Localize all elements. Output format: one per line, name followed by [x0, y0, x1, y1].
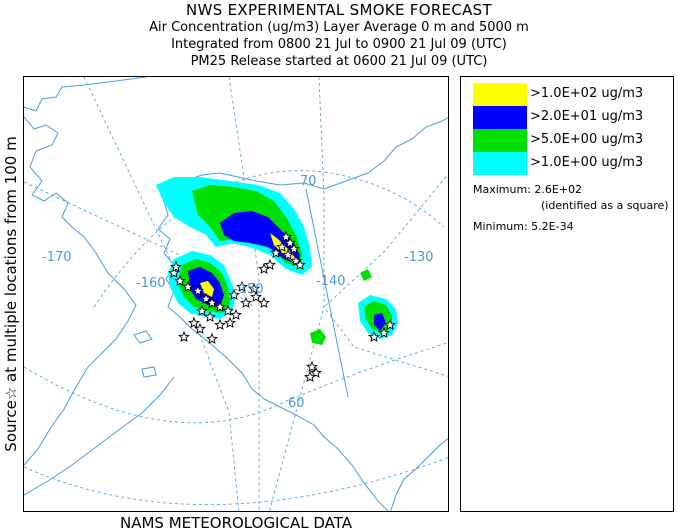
lat-label-70: 70 [300, 174, 317, 189]
subtitle-release: PM25 Release started at 0600 21 Jul 09 (… [190, 54, 488, 69]
source-star-marker [170, 260, 182, 272]
legend-panel: >1.0E+02 ug/m3 >2.0E+01 ug/m3 >5.0E+00 u… [460, 76, 674, 512]
source-star-marker [196, 304, 208, 316]
source-star-marker [306, 360, 318, 372]
source-markers [168, 230, 396, 382]
subtitle-concentration: Air Concentration (ug/m3) Layer Average … [149, 20, 529, 35]
source-star-marker [250, 290, 262, 302]
alaska-canada-border [305, 188, 349, 398]
coast-island-stlawrence [133, 330, 153, 344]
contour-5e0-small-a [310, 329, 326, 345]
source-star-marker [214, 318, 226, 330]
source-star-marker [206, 296, 218, 308]
coast-island-nunivak [141, 366, 157, 378]
source-star-marker [276, 240, 288, 252]
alaska-map: -170 -160 -150 -140 -130 70 60 [24, 77, 448, 511]
maximum-value: Maximum: 2.6E+02 [473, 183, 583, 196]
source-star-marker [182, 280, 194, 292]
source-star-marker [178, 330, 190, 342]
legend-swatch-yellow [473, 83, 527, 106]
coast-canada-arctic [323, 117, 448, 190]
source-star-marker [294, 258, 306, 270]
source-star-marker [188, 316, 200, 328]
source-star-marker [200, 292, 212, 304]
parallel-50 [24, 457, 448, 506]
meridian-minus-160 [83, 77, 240, 511]
lon-label-minus-140: -140 [316, 274, 346, 289]
source-star-marker [282, 248, 294, 260]
legend-swatch-blue [473, 106, 527, 129]
source-star-marker [230, 308, 242, 320]
met-data-label: NAMS METEOROLOGICAL DATA [120, 514, 352, 532]
meridian-minus-130 [323, 173, 448, 308]
legend-swatch-green [473, 129, 527, 152]
subtitle-integration: Integrated from 0800 21 Jul to 0900 21 J… [171, 37, 507, 52]
legend-swatch-cyan [473, 152, 527, 175]
source-star-marker [368, 330, 380, 342]
source-star-marker [192, 284, 204, 296]
source-star-marker [384, 318, 396, 330]
source-star-marker [174, 274, 186, 286]
source-star-marker [284, 236, 296, 248]
source-side-label-text: Source☆ at multiple locations from 100 m [2, 136, 20, 452]
smoke-plume-interior [168, 251, 236, 319]
source-star-marker [222, 304, 234, 316]
lat-label-60: 60 [288, 396, 305, 411]
coast-alaska-west [157, 188, 389, 511]
coast-russia [24, 77, 147, 466]
source-star-marker [194, 322, 206, 334]
meridian-minus-140 [269, 77, 325, 511]
source-star-marker [204, 310, 216, 322]
contour-2e1-southeast [374, 313, 386, 331]
source-star-marker [240, 296, 252, 308]
source-star-marker [378, 326, 390, 338]
chart-title: NWS EXPERIMENTAL SMOKE FORECAST [186, 1, 492, 19]
source-star-marker [228, 288, 240, 300]
source-star-marker [258, 296, 270, 308]
source-side-label: Source☆ at multiple locations from 100 m [0, 76, 22, 512]
maximum-note: (identified as a square) [541, 199, 669, 212]
coastlines [24, 77, 448, 511]
legend-label: >1.0E+02 ug/m3 [530, 86, 644, 101]
source-star-marker [168, 266, 180, 278]
minimum-value: Minimum: 5.2E-34 [473, 220, 574, 233]
lon-label-minus-130: -130 [404, 250, 434, 265]
lon-label-minus-150: -150 [234, 282, 264, 297]
map-panel: -170 -160 -150 -140 -130 70 60 [23, 76, 449, 512]
parallel-70 [93, 170, 445, 308]
contour-5e0-small-b [360, 269, 372, 281]
legend-label: >2.0E+01 ug/m3 [530, 109, 644, 124]
source-star-marker [270, 246, 282, 258]
legend-label: >1.0E+00 ug/m3 [530, 155, 644, 170]
contour-1e2-interior [200, 281, 214, 297]
source-star-marker [304, 370, 316, 382]
coast-aleutians [24, 376, 175, 496]
legend-label: >5.0E+00 ug/m3 [530, 132, 644, 147]
source-star-marker [206, 332, 218, 344]
source-star-marker [258, 262, 270, 274]
source-star-marker [236, 280, 248, 292]
lon-label-minus-170: -170 [42, 250, 72, 265]
source-star-marker [288, 242, 300, 254]
parallel-60 [24, 342, 448, 424]
source-star-marker [280, 230, 292, 242]
source-star-marker [224, 316, 236, 328]
lon-label-minus-160: -160 [136, 276, 166, 291]
source-star-marker [310, 366, 322, 378]
source-star-marker [248, 282, 260, 294]
meridian-minus-120 [323, 306, 448, 377]
coast-canada-west [390, 437, 448, 511]
meridian-minus-150 [228, 77, 260, 511]
source-star-marker [264, 258, 276, 270]
source-star-marker [214, 300, 226, 312]
